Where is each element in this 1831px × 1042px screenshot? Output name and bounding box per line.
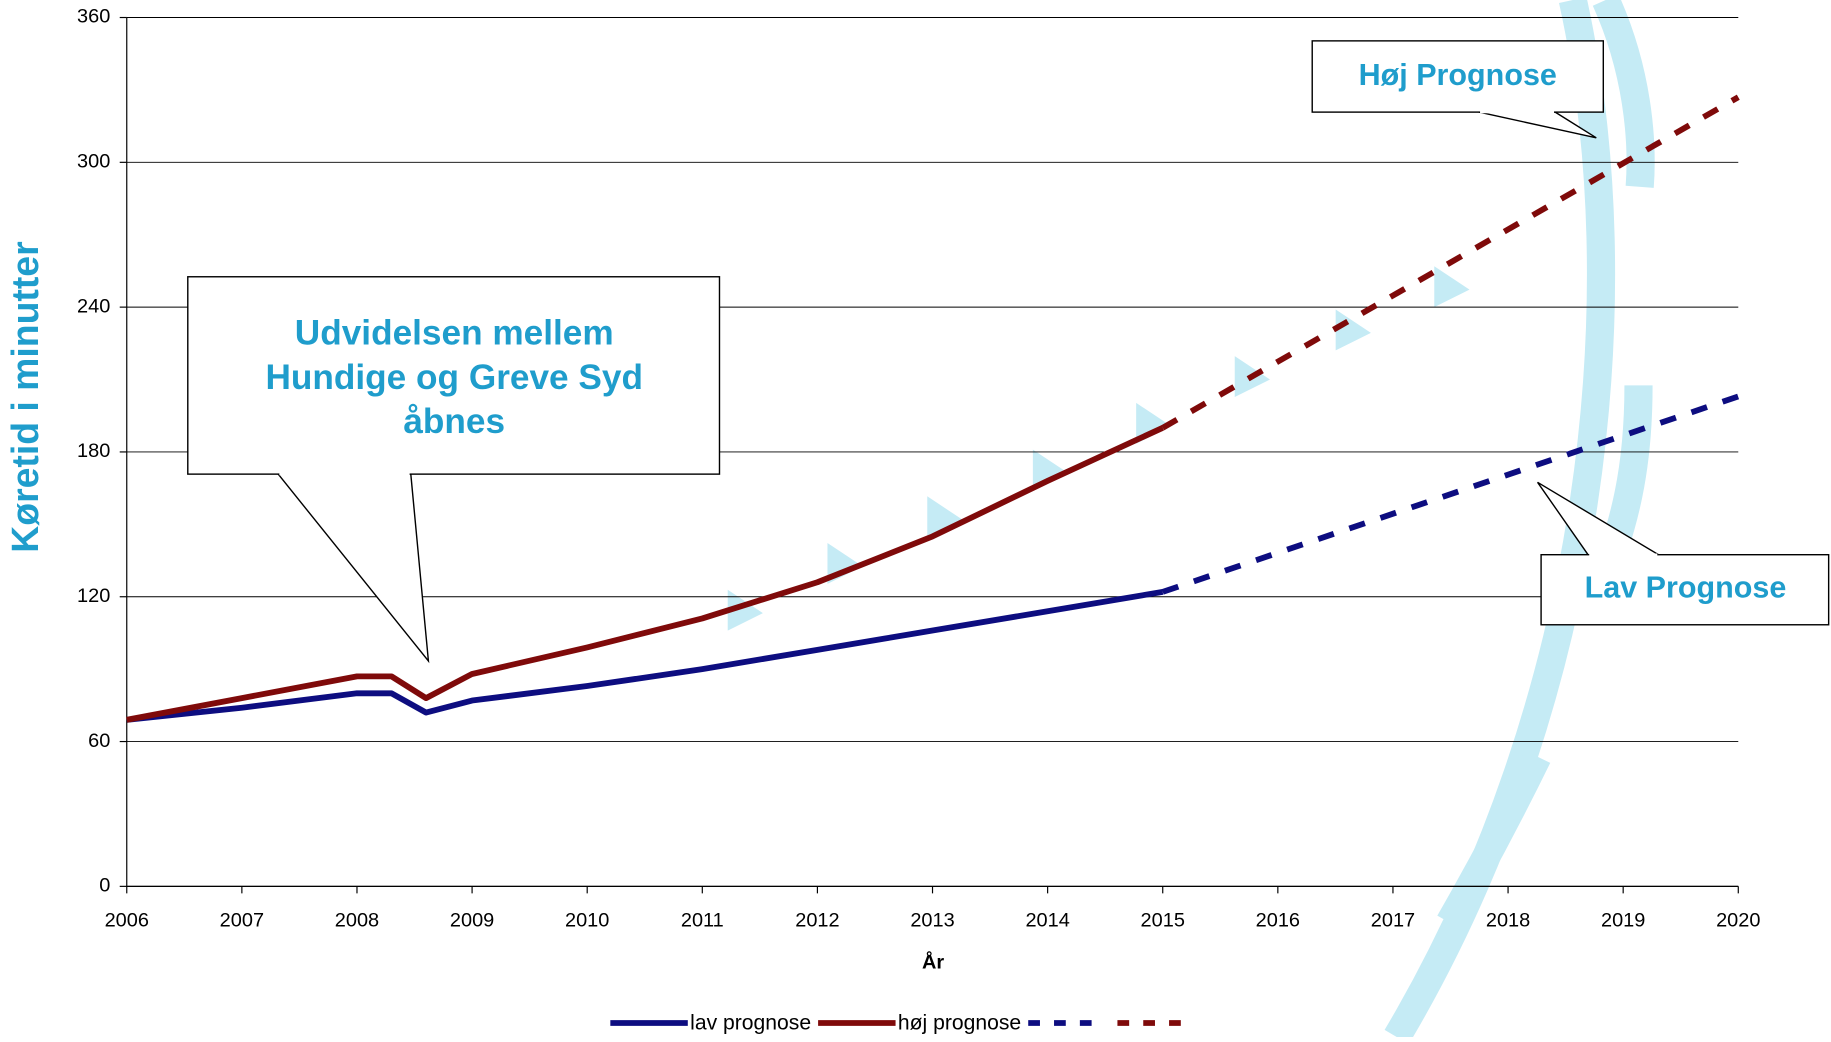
line (1163, 97, 1739, 428)
callout: Høj Prognose (1312, 41, 1603, 138)
annotation-text: åbnes (403, 402, 505, 441)
y-axis-label: Køretid i minutter (4, 241, 46, 553)
x-tick-label: 2015 (1141, 910, 1185, 932)
legend-label: lav prognose (690, 1012, 811, 1035)
x-tick-label: 2007 (220, 910, 264, 932)
annotation-text: Høj Prognose (1359, 58, 1557, 92)
chart: 0 60 120 180 240 300 360 2006 2007 2008 2009 2010 20… (0, 0, 1831, 1037)
y-tick-label: 180 (77, 440, 110, 462)
x-tick-label: 2017 (1371, 910, 1415, 932)
x-tick-label: 2011 (681, 910, 724, 932)
y-tick-label: 0 (99, 875, 110, 897)
y-tick-label: 120 (77, 585, 110, 607)
x-tick-label: 2009 (450, 910, 494, 932)
x-tick-label: 2020 (1716, 910, 1760, 932)
y-tick-label: 60 (88, 730, 110, 752)
legend-label: høj prognose (898, 1012, 1021, 1035)
x-tick-label: 2012 (795, 910, 839, 932)
y-tick-label: 360 (77, 6, 110, 28)
legend: lav prognose høj prognose (610, 1012, 1195, 1035)
y-tick-label: 300 (77, 151, 110, 173)
x-tick-label: 2013 (910, 910, 954, 932)
x-axis-label: År (922, 950, 944, 974)
annotation-text: Hundige og Greve Syd (265, 358, 642, 397)
x-tick-label: 2016 (1256, 910, 1300, 932)
page: 0 60 120 180 240 300 360 2006 2007 2008 2009 2010 20… (0, 0, 1831, 1042)
x-tick-label: 2008 (335, 910, 379, 932)
x-tick-label: 2006 (105, 910, 149, 932)
line (127, 592, 1163, 720)
x-tick-label: 2019 (1601, 910, 1645, 932)
decoration (728, 0, 1641, 1037)
annotation-text: Udvidelsen mellem (295, 313, 614, 352)
x-tick-label: 2014 (1025, 910, 1069, 932)
y-tick-label: 240 (77, 295, 110, 317)
x-tick-label: 2010 (565, 910, 609, 932)
annotation-text: Lav Prognose (1585, 571, 1787, 605)
callout: Udvidelsen mellem Hundige og Greve Syd å… (188, 277, 720, 661)
x-tick-label: 2018 (1486, 910, 1530, 932)
